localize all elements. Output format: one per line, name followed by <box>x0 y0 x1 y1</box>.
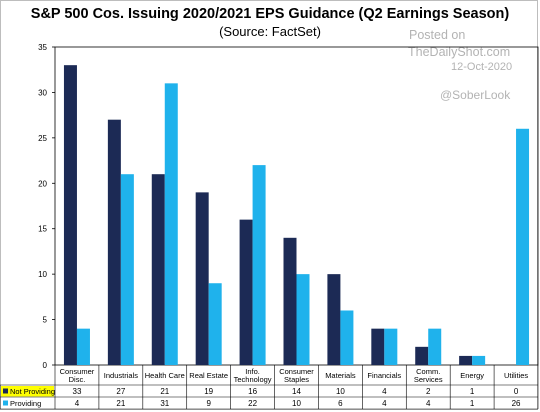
bar-not-providing <box>327 274 341 365</box>
watermark-site: TheDailyShot.com <box>408 45 511 59</box>
table-cell-value: 22 <box>248 399 257 408</box>
bar-providing <box>428 328 442 365</box>
table-cell-value: 16 <box>248 387 257 396</box>
watermark-posted-on: Posted on <box>409 28 466 42</box>
category-label: Energy <box>460 371 484 380</box>
legend-key <box>3 400 8 406</box>
table-cell-value: 2 <box>426 387 431 396</box>
bar-providing <box>472 355 486 365</box>
table-cell-value: 26 <box>512 399 521 408</box>
y-tick-label: 10 <box>38 270 47 279</box>
bar-providing <box>296 274 310 365</box>
table-cell-value: 21 <box>160 387 169 396</box>
category-label: Real Estate <box>189 371 228 380</box>
table-cell-value: 4 <box>382 387 387 396</box>
category-label: Health Care <box>145 371 185 380</box>
chart-subtitle: (Source: FactSet) <box>219 24 321 39</box>
bar-not-providing <box>63 65 77 366</box>
category-label: Info. <box>245 367 260 376</box>
table-cell-value: 4 <box>75 399 80 408</box>
table-cell-value: 9 <box>206 399 211 408</box>
watermark-handle: @SoberLook <box>440 88 511 102</box>
table-cell-value: 27 <box>116 387 125 396</box>
watermark-date: 12-Oct-2020 <box>451 61 513 73</box>
bar-not-providing <box>459 355 473 365</box>
legend-label: Not Providing <box>10 387 55 396</box>
y-tick-label: 5 <box>43 316 48 325</box>
table-cell-value: 1 <box>470 399 475 408</box>
y-tick-label: 15 <box>38 225 47 234</box>
legend-label-bg <box>1 398 54 409</box>
bar-not-providing <box>239 219 253 365</box>
bar-providing <box>516 128 530 365</box>
bar-providing <box>252 165 266 365</box>
category-label: Disc. <box>69 375 86 384</box>
table-cell-value: 4 <box>382 399 387 408</box>
bar-providing <box>384 328 398 365</box>
y-tick-label: 20 <box>38 179 47 188</box>
bar-not-providing <box>151 174 165 365</box>
category-label: Financials <box>367 371 401 380</box>
table-cell-value: 21 <box>116 399 125 408</box>
category-label: Consumer <box>279 367 314 376</box>
bar-not-providing <box>107 119 121 365</box>
bar-providing <box>340 310 354 365</box>
y-tick-label: 30 <box>38 88 47 97</box>
bar-not-providing <box>195 192 209 365</box>
table-cell-value: 14 <box>292 387 301 396</box>
chart-title: S&P 500 Cos. Issuing 2020/2021 EPS Guida… <box>30 6 510 22</box>
bar-providing <box>208 283 222 365</box>
category-label: Industrials <box>104 371 138 380</box>
table-cell-value: 10 <box>336 387 345 396</box>
legend-label: Providing <box>10 399 41 408</box>
y-tick-label: 35 <box>38 43 47 52</box>
y-tick-label: 25 <box>38 134 47 143</box>
category-label: Comm. <box>416 367 440 376</box>
category-label: Technology <box>234 375 272 384</box>
bar-providing <box>76 328 90 365</box>
table-cell-value: 19 <box>204 387 213 396</box>
category-label: Staples <box>284 375 309 384</box>
category-label: Materials <box>325 371 356 380</box>
bar-not-providing <box>371 328 385 365</box>
table-cell-value: 33 <box>73 387 82 396</box>
category-label: Utilities <box>504 371 528 380</box>
table-cell-value: 0 <box>514 387 519 396</box>
table-cell-value: 10 <box>292 399 301 408</box>
category-label: Consumer <box>60 367 95 376</box>
bar-providing <box>120 174 134 365</box>
category-label: Services <box>414 375 443 384</box>
table-cell-value: 1 <box>470 387 475 396</box>
bar-not-providing <box>283 237 297 365</box>
table-cell-value: 6 <box>338 399 343 408</box>
table-cell-value: 31 <box>160 399 169 408</box>
bar-not-providing <box>415 346 429 365</box>
y-tick-label: 0 <box>43 361 48 370</box>
table-cell-value: 4 <box>426 399 431 408</box>
bar-providing <box>164 83 178 365</box>
legend-label-bg <box>1 386 54 397</box>
legend-key <box>3 388 8 394</box>
